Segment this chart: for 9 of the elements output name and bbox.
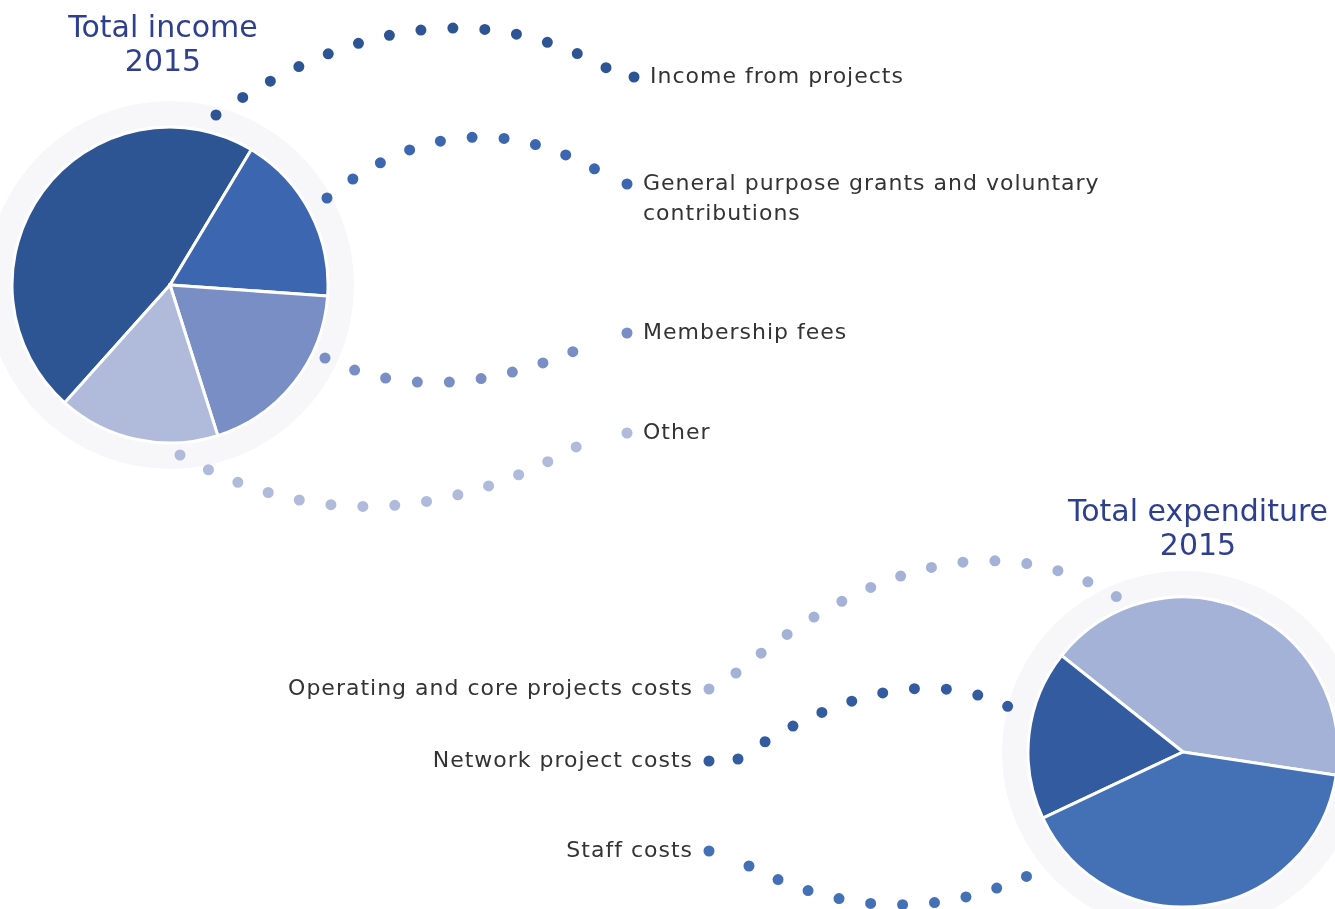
legend-label: Income from projects [650, 63, 904, 88]
legend-label: General purpose grants and voluntary contributions [643, 170, 1100, 225]
legend-label: Staff costs [566, 837, 693, 862]
chart-title: Total income 2015 [67, 8, 258, 78]
legend-label: Network project costs [432, 747, 693, 772]
legend-label: Other [643, 419, 711, 444]
chart-title: Total expenditure 2015 [1066, 492, 1329, 562]
legend-label: Operating and core projects costs [288, 675, 693, 700]
legend-label: Membership fees [643, 319, 848, 344]
